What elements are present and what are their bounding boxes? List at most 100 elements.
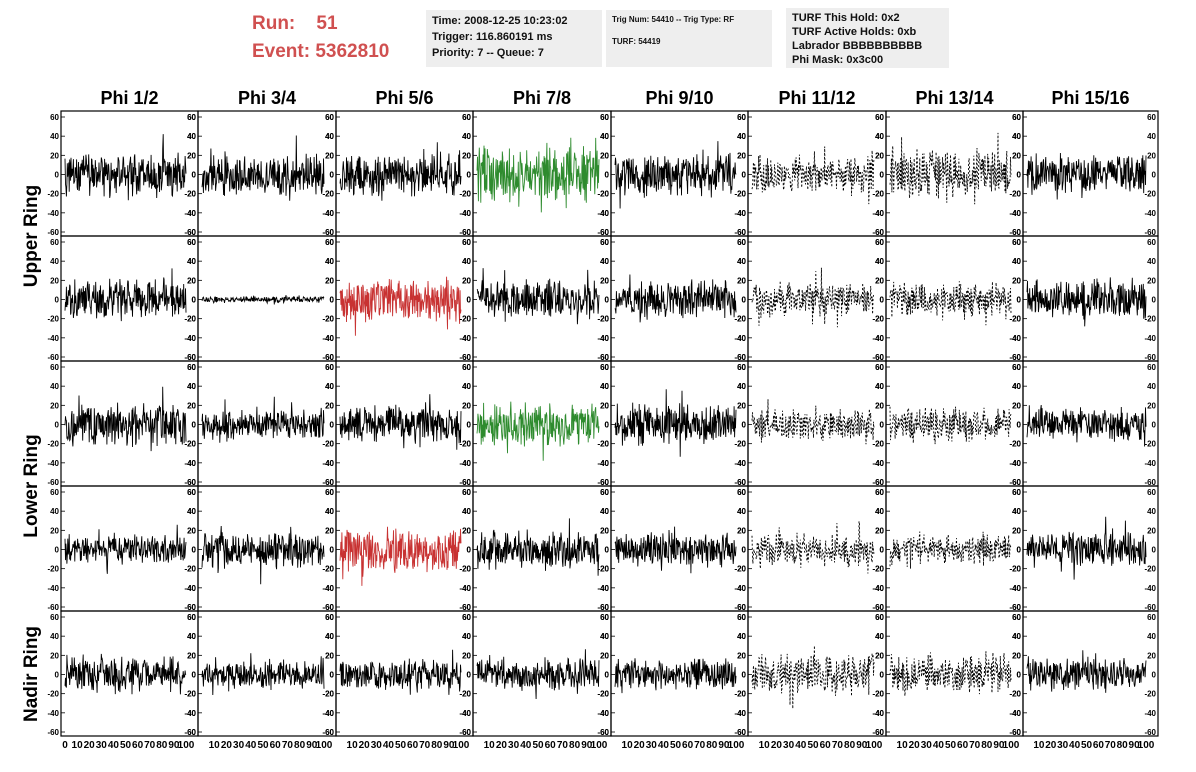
y-tick-label-left: -60 xyxy=(1009,478,1021,487)
y-tick-label-left: 20 xyxy=(462,651,471,660)
x-tick-label: 100 xyxy=(316,740,333,751)
x-tick-label: 20 xyxy=(221,740,233,751)
y-tick-label-right: -40 xyxy=(184,209,196,218)
y-tick-label-left: -40 xyxy=(322,209,334,218)
y-tick-label-left: 20 xyxy=(187,401,196,410)
y-tick-label-left: 20 xyxy=(600,651,609,660)
y-tick-label-right: 0 xyxy=(192,671,197,680)
y-tick-label-left: 0 xyxy=(742,171,747,180)
y-tick-label-right: -60 xyxy=(597,228,609,237)
y-tick-label-right: 0 xyxy=(467,421,472,430)
y-tick-label-right: 60 xyxy=(737,613,746,622)
y-tick-label-right: -20 xyxy=(734,315,746,324)
y-tick-label-right: 60 xyxy=(737,363,746,372)
y-tick-label-right: 40 xyxy=(325,382,334,391)
y-tick-label-left: -20 xyxy=(184,565,196,574)
y-tick-label-left: 20 xyxy=(187,651,196,660)
y-tick-label-left: 40 xyxy=(875,507,884,516)
turf-active-holds-text: TURF Active Holds: 0xb xyxy=(792,26,917,38)
y-tick-label-left: 40 xyxy=(737,632,746,641)
y-tick-label-right: 60 xyxy=(1147,113,1156,122)
y-tick-label-right: 60 xyxy=(187,238,196,247)
x-tick-label: 20 xyxy=(84,740,96,751)
y-tick-label-left: 20 xyxy=(325,276,334,285)
y-tick-label-left: 60 xyxy=(875,113,884,122)
y-tick-label-left: 0 xyxy=(55,546,60,555)
waveform-r0-c1 xyxy=(201,135,325,201)
y-tick-label-right: -40 xyxy=(872,209,884,218)
y-tick-label-right: -20 xyxy=(322,315,334,324)
y-tick-label-right: 20 xyxy=(737,401,746,410)
waveform-r1-c7 xyxy=(1026,277,1147,327)
y-tick-label-left: 60 xyxy=(462,238,471,247)
time-info-box: Time: 2008-12-25 10:23:02 Trigger: 116.8… xyxy=(426,10,602,67)
y-tick-label-right: 20 xyxy=(1012,526,1021,535)
trigger-info-box: Trig Num: 54410 -- Trig Type: RF TURF: 5… xyxy=(606,10,772,67)
y-tick-label-right: -60 xyxy=(184,353,196,362)
y-tick-label-right: -60 xyxy=(1009,478,1021,487)
y-tick-label-left: 60 xyxy=(462,488,471,497)
y-tick-label-left: -20 xyxy=(184,190,196,199)
y-tick-label-left: -60 xyxy=(1009,353,1021,362)
y-tick-label-left: -20 xyxy=(1009,315,1021,324)
y-tick-label-right: -60 xyxy=(184,603,196,612)
y-tick-label-right: 60 xyxy=(600,113,609,122)
y-tick-label-right: 20 xyxy=(462,526,471,535)
y-tick-label-right: 20 xyxy=(187,401,196,410)
y-tick-label-left: 0 xyxy=(605,671,610,680)
waveform-r3-c3 xyxy=(476,518,600,576)
y-tick-label-right: 40 xyxy=(737,382,746,391)
y-tick-label-left: 0 xyxy=(55,421,60,430)
y-tick-label-left: -20 xyxy=(597,690,609,699)
y-tick-label-left: -20 xyxy=(597,565,609,574)
y-tick-label-right: 0 xyxy=(1152,296,1157,305)
y-tick-label-right: 20 xyxy=(1147,401,1156,410)
x-tick-label: 30 xyxy=(233,740,245,751)
y-tick-label-right: -40 xyxy=(597,209,609,218)
y-tick-label-left: -40 xyxy=(872,334,884,343)
y-tick-label-right: 20 xyxy=(187,151,196,160)
y-tick-label-left: -20 xyxy=(322,440,334,449)
y-tick-label-right: 40 xyxy=(187,632,196,641)
y-tick-label-left: 40 xyxy=(737,507,746,516)
y-tick-label-right: 60 xyxy=(1147,488,1156,497)
y-tick-label-right: 60 xyxy=(600,363,609,372)
y-tick-label-right: 0 xyxy=(742,546,747,555)
y-tick-label-left: 40 xyxy=(875,632,884,641)
y-tick-label-left: -60 xyxy=(322,728,334,737)
y-tick-label-left: 0 xyxy=(880,296,885,305)
x-tick-label: 70 xyxy=(832,740,844,751)
y-tick-label-left: -40 xyxy=(597,584,609,593)
y-tick-label-right: 60 xyxy=(462,363,471,372)
y-tick-label-right: 0 xyxy=(742,296,747,305)
y-tick-label-right: 0 xyxy=(880,671,885,680)
y-tick-label-right: 60 xyxy=(1012,113,1021,122)
x-tick-label: 100 xyxy=(1138,740,1155,751)
y-tick-label-right: -20 xyxy=(322,440,334,449)
y-tick-label-left: -20 xyxy=(872,565,884,574)
y-tick-label-left: 40 xyxy=(325,132,334,141)
time-text: Time: 2008-12-25 10:23:02 xyxy=(432,15,568,27)
x-tick-label: 50 xyxy=(670,740,682,751)
y-tick-label-right: 0 xyxy=(467,171,472,180)
x-tick-label: 20 xyxy=(496,740,508,751)
waveform-r3-c4 xyxy=(614,526,737,574)
y-tick-label-left: -40 xyxy=(734,709,746,718)
trigger-text: Trigger: 116.860191 ms xyxy=(432,31,553,43)
waveform-r2-c2 xyxy=(339,394,462,450)
y-tick-label-left: 40 xyxy=(600,507,609,516)
y-tick-label-right: -20 xyxy=(184,690,196,699)
y-tick-label-left: 20 xyxy=(50,651,59,660)
y-tick-label-right: -40 xyxy=(734,209,746,218)
y-tick-label-right: 40 xyxy=(875,632,884,641)
y-tick-label-left: -60 xyxy=(322,228,334,237)
y-tick-label-left: 0 xyxy=(55,296,60,305)
y-tick-label-left: 40 xyxy=(187,632,196,641)
y-tick-label-left: 0 xyxy=(1017,296,1022,305)
y-tick-label-left: -20 xyxy=(47,440,59,449)
waveform-r3-c0 xyxy=(64,524,187,574)
x-tick-label: 80 xyxy=(431,740,443,751)
y-tick-label-left: 20 xyxy=(50,526,59,535)
y-tick-label-left: -20 xyxy=(184,315,196,324)
y-tick-label-right: 40 xyxy=(875,132,884,141)
